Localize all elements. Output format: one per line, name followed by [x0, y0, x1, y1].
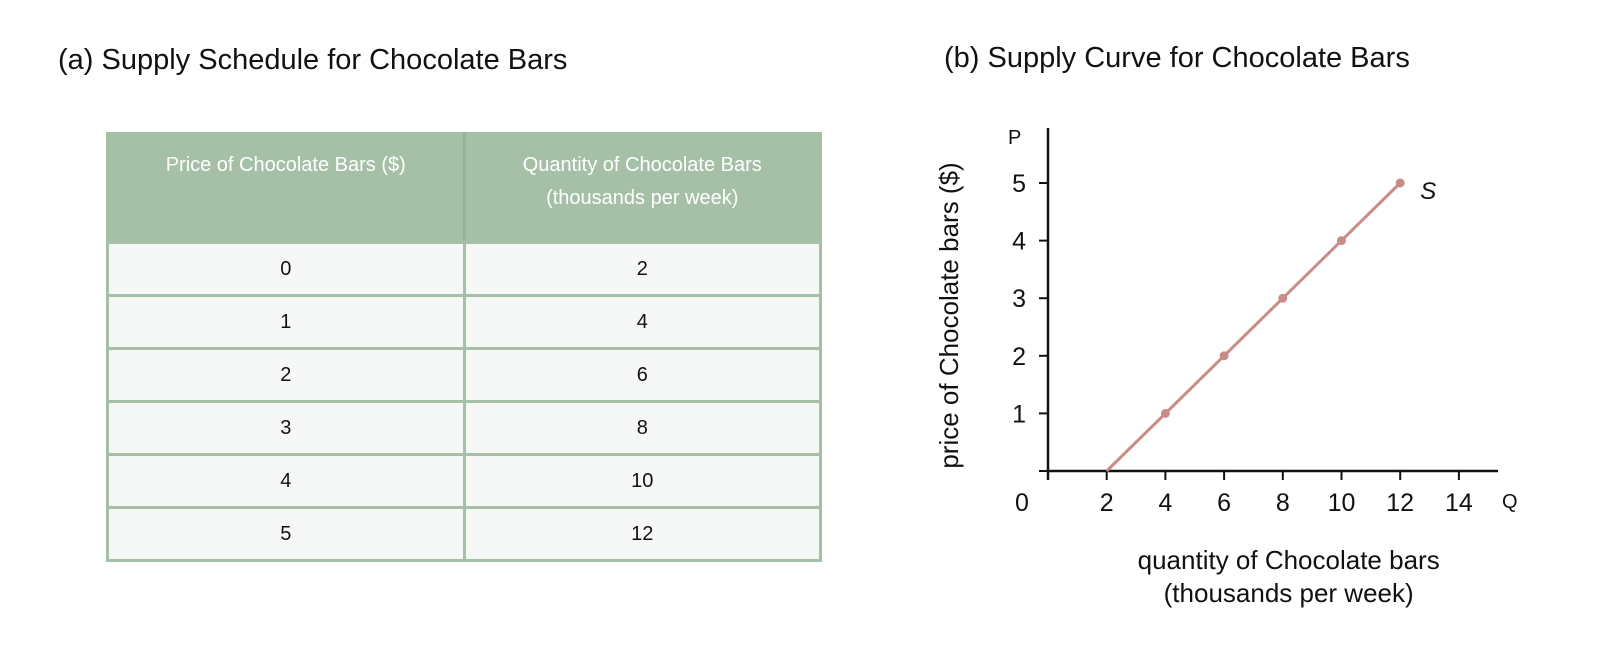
quantity-cell: 4: [462, 294, 822, 350]
supply-point: [1160, 408, 1170, 418]
table-header-row: Price of Chocolate Bars ($) Quantity of …: [106, 132, 822, 244]
panel-a-title: (a) Supply Schedule for Chocolate Bars: [58, 44, 568, 76]
quantity-cell: 10: [462, 453, 822, 509]
x-axis-label-line2: (thousands per week): [1164, 578, 1414, 608]
price-cell: 2: [106, 347, 466, 403]
supply-point: [1278, 293, 1288, 303]
y-axis-label: price of Chocolate bars ($): [934, 162, 964, 468]
table-row: 4 10: [106, 453, 822, 509]
table-row: 1 4: [106, 294, 822, 350]
quantity-cell: 8: [462, 400, 822, 456]
x-axis-label-line1: quantity of Chocolate bars: [1138, 545, 1440, 575]
price-cell: 5: [106, 506, 466, 562]
table-row: 2 6: [106, 347, 822, 403]
y-tick-label: 5: [1012, 170, 1026, 198]
supply-point: [1337, 236, 1346, 246]
x-tick-label: 10: [1328, 489, 1356, 517]
price-cell: 3: [106, 400, 466, 456]
y-tick-label: 4: [1012, 228, 1026, 256]
x-axis-letter: Q: [1502, 491, 1518, 513]
header-price-label: Price of Chocolate Bars ($): [165, 154, 406, 176]
x-tick-label: 14: [1445, 489, 1473, 517]
y-tick-label: 1: [1012, 400, 1026, 428]
quantity-cell: 12: [462, 506, 822, 562]
supply-schedule-table: Price of Chocolate Bars ($) Quantity of …: [106, 132, 822, 562]
table-row: 0 2: [106, 241, 822, 297]
supply-point: [1395, 178, 1405, 188]
x-tick-label: 4: [1158, 489, 1172, 517]
y-tick-label: 3: [1012, 285, 1026, 313]
quantity-cell: 6: [462, 347, 822, 403]
quantity-cell: 2: [462, 241, 822, 297]
y-tick-label: 2: [1012, 343, 1026, 371]
x-tick-label: 6: [1217, 489, 1231, 517]
header-quantity: Quantity of Chocolate Bars (thousands pe…: [462, 132, 822, 244]
header-quantity-line1: Quantity of Chocolate Bars: [522, 154, 762, 176]
header-price: Price of Chocolate Bars ($): [106, 132, 466, 244]
header-quantity-line2: (thousands per week): [546, 187, 739, 209]
supply-curve-line: [1105, 181, 1402, 473]
price-cell: 0: [106, 241, 466, 297]
panel-b-title: (b) Supply Curve for Chocolate Bars: [944, 42, 1410, 74]
supply-point: [1219, 351, 1229, 361]
price-cell: 1: [106, 294, 466, 350]
origin-label: 0: [1015, 489, 1029, 517]
table-row: 5 12: [106, 506, 822, 562]
x-tick-label: 12: [1386, 489, 1414, 517]
x-tick-label: 8: [1276, 489, 1290, 517]
chart-axes: [1046, 128, 1498, 480]
x-tick-label: 2: [1100, 489, 1114, 517]
price-cell: 4: [106, 453, 466, 509]
y-axis-letter: P: [1008, 127, 1021, 149]
supply-curve-label: S: [1420, 178, 1436, 205]
table-row: 3 8: [106, 400, 822, 456]
chart-series: [1105, 178, 1405, 473]
